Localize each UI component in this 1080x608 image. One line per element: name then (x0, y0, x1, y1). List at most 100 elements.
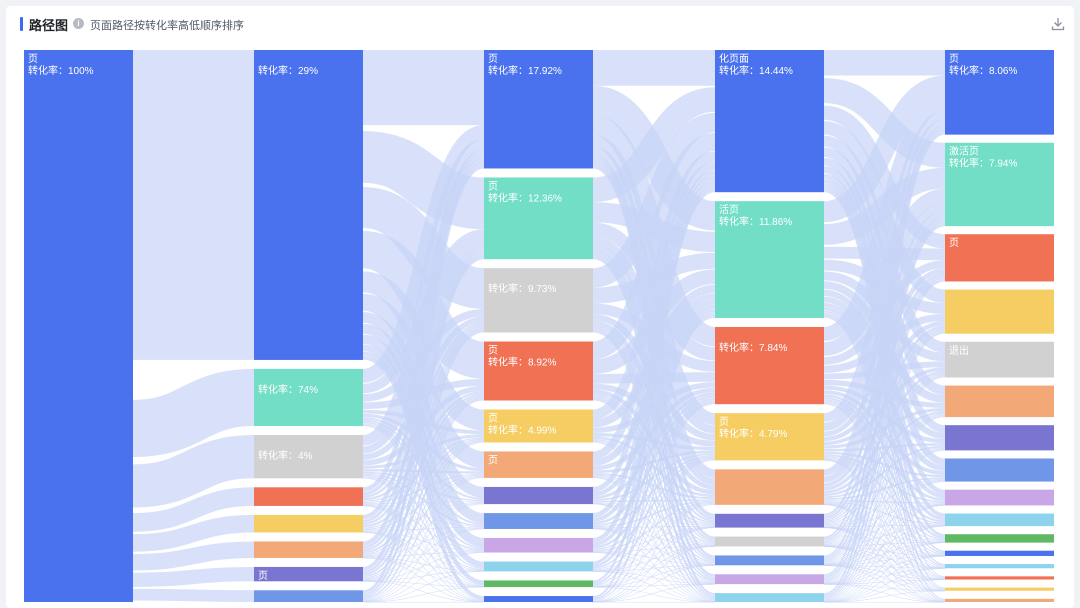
sankey-link (132, 487, 255, 532)
sankey-node[interactable] (945, 587, 1054, 591)
sankey-node-rate: 转化率：29% (258, 64, 318, 77)
sankey-node[interactable] (715, 201, 824, 318)
sankey-node-name: 页 (488, 412, 498, 424)
sankey-link (823, 448, 946, 564)
sankey-node[interactable] (715, 513, 824, 528)
sankey-node[interactable] (715, 326, 824, 405)
sankey-link (823, 584, 946, 603)
sankey-node[interactable] (945, 513, 1054, 527)
sankey-link (823, 129, 946, 558)
sankey-link (823, 546, 946, 592)
sankey-node[interactable] (945, 598, 1054, 602)
sankey-node[interactable] (945, 289, 1054, 334)
download-icon[interactable] (1050, 16, 1066, 32)
sankey-column-2: 页转化率：17.92%页转化率：12.36%转化率：9.73%页转化率：8.92… (484, 50, 593, 602)
sankey-node[interactable] (945, 50, 1054, 135)
sankey-node[interactable] (715, 413, 824, 461)
sankey-node-rate: 转化率：4% (258, 449, 313, 462)
sankey-node[interactable] (254, 487, 363, 506)
sankey-link (592, 170, 716, 493)
sankey-link (823, 411, 946, 497)
sankey-node[interactable] (945, 534, 1054, 543)
sankey-link (823, 222, 946, 578)
sankey-link (592, 565, 716, 588)
sankey-node[interactable] (484, 513, 593, 529)
sankey-link (592, 459, 716, 601)
sankey-node[interactable] (254, 435, 363, 479)
sankey-node[interactable] (484, 409, 593, 443)
sankey-node[interactable] (945, 385, 1054, 418)
sankey-node[interactable] (254, 50, 363, 360)
sankey-link (592, 564, 716, 572)
sankey-link (823, 449, 946, 583)
sankey-node[interactable] (484, 50, 593, 169)
sankey-node[interactable] (945, 458, 1054, 482)
sankey-node[interactable] (484, 486, 593, 505)
sankey-link (823, 330, 946, 562)
sankey-node[interactable] (945, 234, 1054, 282)
sankey-link (362, 330, 485, 598)
sankey-node[interactable] (945, 425, 1054, 451)
sankey-node[interactable] (715, 536, 824, 547)
sankey-node-name: 页 (488, 454, 498, 466)
sankey-node[interactable] (254, 541, 363, 558)
sankey-node[interactable] (715, 469, 824, 505)
sankey-link (823, 568, 946, 603)
sankey-link (592, 397, 716, 549)
sankey-link (823, 445, 946, 499)
sankey-column-1: 转化率：29% 转化率：74% 转化率：4% 页 (254, 50, 363, 602)
sankey-link (362, 149, 485, 492)
sankey-node[interactable] (715, 574, 824, 585)
sankey-link (823, 131, 946, 577)
sankey-node-rate: 转化率：7.94% (949, 157, 1017, 170)
sankey-link (823, 110, 946, 422)
info-icon[interactable]: i (73, 18, 84, 29)
sankey-link (592, 503, 716, 584)
sankey-node[interactable] (484, 596, 593, 602)
sankey-node[interactable] (484, 537, 593, 553)
sankey-node[interactable] (24, 50, 133, 602)
sankey-node[interactable] (945, 564, 1054, 569)
sankey-link (592, 403, 716, 601)
sankey-link (362, 552, 485, 602)
sankey-node-name: 激活页 (949, 145, 979, 158)
sankey-link (823, 480, 946, 565)
sankey-node[interactable] (945, 341, 1054, 378)
sankey-link (362, 252, 485, 549)
sankey-node[interactable] (484, 580, 593, 588)
sankey-link (592, 504, 716, 602)
card-header: 路径图 i 页面路径按转化率高低顺序排序 (6, 6, 1074, 42)
sankey-link (592, 314, 716, 585)
sankey-link (362, 257, 485, 596)
sankey-link (592, 188, 716, 583)
sankey-node[interactable] (484, 451, 593, 478)
sankey-node[interactable] (484, 177, 593, 260)
sankey-node[interactable] (484, 561, 593, 572)
sankey-node[interactable] (945, 550, 1054, 556)
sankey-node[interactable] (715, 50, 824, 193)
sankey-link (362, 551, 485, 581)
sankey-link (362, 531, 485, 571)
sankey-node[interactable] (945, 142, 1054, 227)
sankey-link (362, 477, 485, 601)
sankey-node[interactable] (484, 341, 593, 401)
sankey-node[interactable] (254, 514, 363, 533)
sankey-link (592, 312, 716, 567)
sankey-link (592, 583, 716, 588)
sankey-link (823, 449, 946, 601)
sankey-node[interactable] (945, 489, 1054, 506)
path-chart-card: 路径图 i 页面路径按转化率高低顺序排序 页转化率：100% 转化率：29% 转化率… (6, 6, 1074, 608)
sankey-node[interactable] (254, 590, 363, 602)
sankey-node-rate: 转化率：17.92% (488, 64, 562, 77)
sankey-node-rate: 转化率：7.84% (719, 341, 787, 354)
sankey-node[interactable] (945, 576, 1054, 580)
sankey-node[interactable] (484, 268, 593, 333)
sankey-link (362, 329, 485, 576)
sankey-link (823, 374, 946, 544)
sankey-node[interactable] (254, 368, 363, 427)
sankey-node-rate: 转化率：74% (258, 383, 318, 396)
sankey-node[interactable] (715, 593, 824, 602)
sankey-node[interactable] (254, 566, 363, 582)
sankey-node[interactable] (715, 555, 824, 566)
